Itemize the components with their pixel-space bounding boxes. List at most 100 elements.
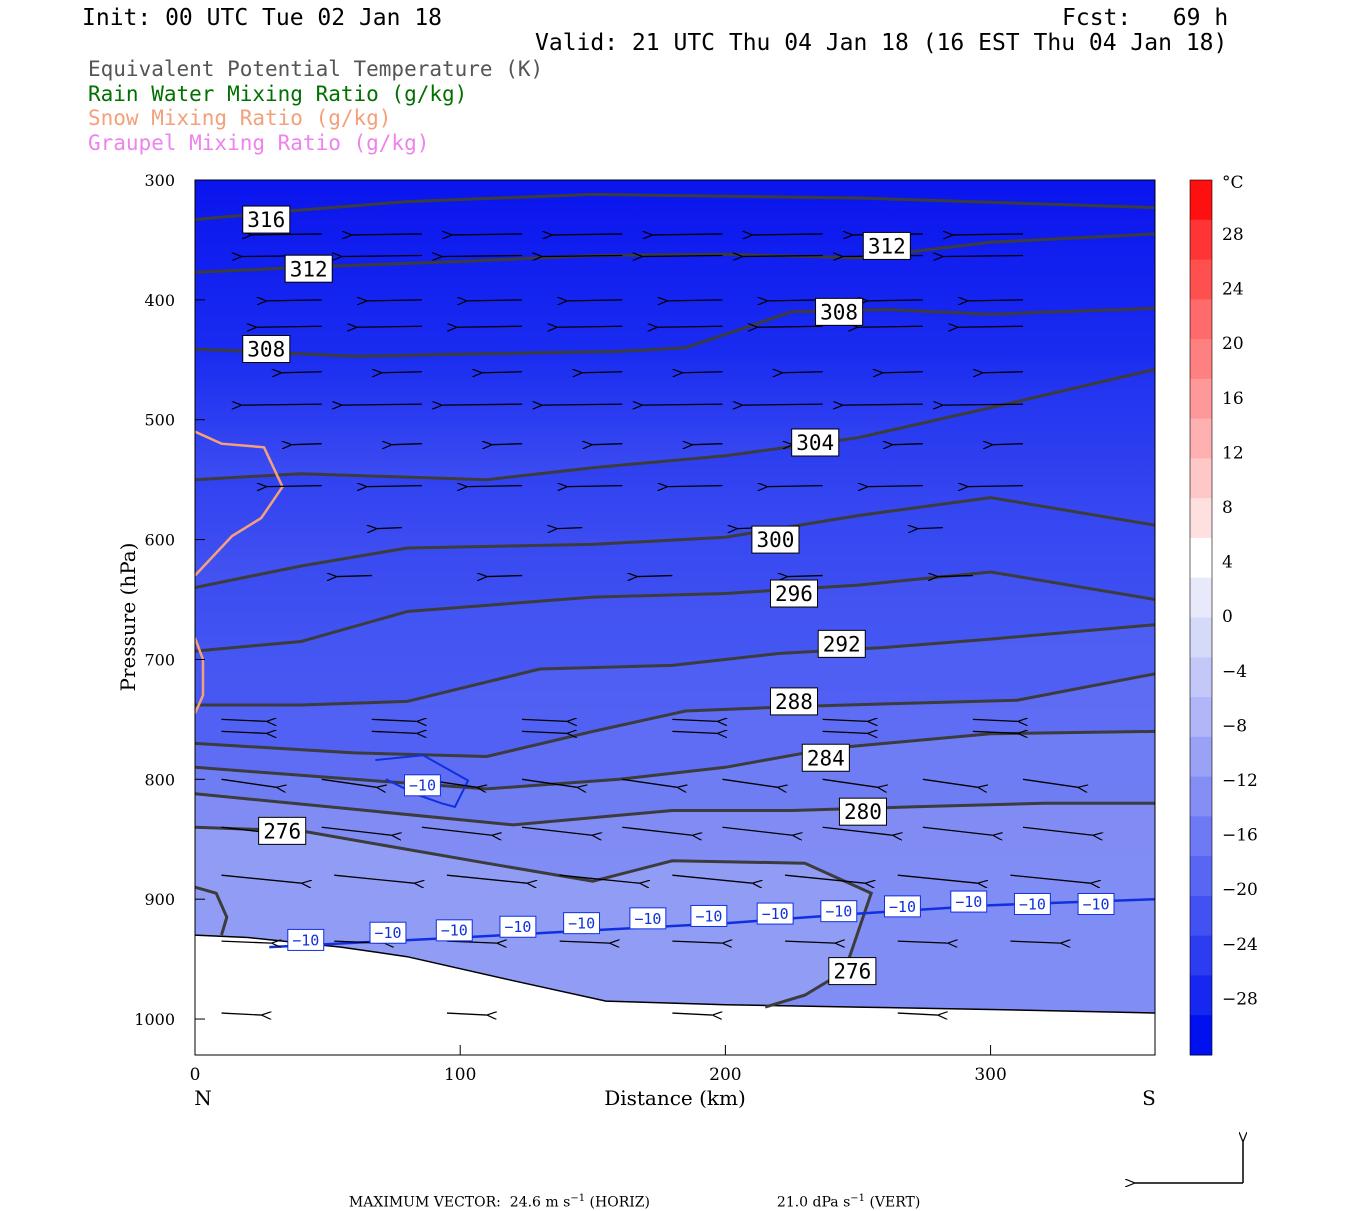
- contour-label-296: 296: [769, 579, 819, 608]
- wind-vector: [788, 576, 823, 577]
- contour-label-312: 312: [862, 231, 911, 260]
- init-time: Init: 00 UTC Tue 02 Jan 18: [82, 5, 443, 31]
- x-tick-label: 100: [444, 1065, 476, 1085]
- wind-vector: [868, 486, 923, 487]
- wind-vector: [334, 874, 414, 883]
- legend-rain: Rain Water Mixing Ratio (g/kg): [88, 82, 468, 106]
- wind-vector: [897, 874, 978, 883]
- wind-vector: [467, 486, 523, 487]
- wind-vector: [557, 326, 623, 327]
- svg-text:−10: −10: [441, 922, 468, 940]
- wind-vector: [958, 326, 1024, 327]
- wind-vector: [968, 300, 1024, 301]
- contour-label-300: 300: [751, 525, 800, 554]
- svg-text:276: 276: [833, 960, 871, 984]
- y-tick-label: 500: [144, 411, 175, 430]
- wind-vector: [972, 719, 1018, 721]
- y-tick-label: 600: [144, 531, 175, 550]
- wind-vector: [785, 941, 835, 943]
- contour-label-308: 308: [242, 335, 291, 364]
- theta-e-contour-296: [195, 570, 1155, 653]
- wind-vector: [446, 1013, 487, 1015]
- wind-vector: [392, 444, 422, 445]
- wind-vector: [221, 778, 277, 787]
- temp-label: −10: [1013, 892, 1051, 915]
- wind-vector: [467, 300, 523, 301]
- colorbar-swatch: [1190, 935, 1212, 976]
- wind-vector: [257, 326, 322, 327]
- wind-vector: [637, 576, 673, 577]
- shaded-band: [195, 673, 1155, 1055]
- wind-vector: [592, 444, 623, 445]
- wind-vector: [943, 256, 1024, 257]
- colorbar-label: 20: [1222, 334, 1244, 354]
- wind-vector: [922, 778, 978, 787]
- wind-vector: [672, 941, 722, 943]
- wind-vector: [784, 874, 865, 883]
- wind-vector: [943, 404, 1024, 405]
- wind-vector: [221, 874, 302, 883]
- wind-vector: [321, 778, 377, 787]
- wind-vector: [552, 234, 623, 235]
- wind-vector: [559, 941, 610, 943]
- colorbar-label: −28: [1222, 989, 1258, 1009]
- wind-vector: [582, 372, 623, 373]
- wind-vector: [446, 874, 527, 883]
- wind-vector: [567, 300, 623, 301]
- theta-e-contour-288: [195, 672, 1155, 759]
- y-axis-label: Pressure (hPa): [116, 543, 140, 692]
- forecast-hour: Fcst: 69 h: [1062, 5, 1229, 31]
- wind-vector: [858, 326, 923, 327]
- temp-label: −10: [690, 904, 728, 927]
- wind-vector: [672, 1013, 712, 1015]
- wind-vector: [452, 234, 523, 235]
- temp-label: −10: [756, 902, 794, 925]
- colorbar-label: −24: [1222, 935, 1258, 955]
- wind-vector: [953, 234, 1024, 235]
- wind-vector: [1010, 874, 1090, 883]
- wind-vector: [642, 256, 723, 257]
- max-vector-horiz: 24.6 m s: [509, 1194, 571, 1211]
- svg-text:−10: −10: [762, 905, 789, 923]
- colorbar-swatch: [1190, 856, 1212, 897]
- svg-text:−10: −10: [374, 924, 401, 942]
- temp-label: −10: [884, 895, 921, 918]
- y-tick-label: 300: [144, 171, 175, 190]
- contour-label-292: 292: [817, 629, 866, 658]
- wind-vector: [768, 300, 823, 301]
- svg-text:284: 284: [807, 746, 845, 770]
- wind-vector: [1022, 778, 1078, 787]
- colorbar-swatch: [1190, 657, 1212, 698]
- wind-vector: [938, 576, 973, 577]
- wind-vector: [672, 731, 717, 733]
- svg-text:−10: −10: [568, 915, 595, 933]
- contour-label-312: 312: [284, 254, 333, 283]
- wind-vector: [352, 234, 422, 235]
- contour-label-280: 280: [838, 797, 887, 826]
- contour-label-308: 308: [815, 297, 864, 326]
- wind-vector: [843, 404, 923, 405]
- wind-vector: [822, 731, 868, 733]
- wind-vector: [722, 826, 792, 835]
- wind-vector: [783, 372, 823, 373]
- wind-vector: [758, 326, 823, 327]
- wind-vector: [522, 731, 567, 733]
- colorbar-label: −20: [1222, 880, 1258, 900]
- wind-vector: [993, 444, 1024, 445]
- colorbar-frame: [1189, 179, 1213, 1056]
- colorbar-swatch: [1190, 895, 1212, 937]
- colorbar-label: −8: [1222, 716, 1247, 736]
- wind-vector: [652, 234, 723, 235]
- colorbar-swatch: [1190, 1015, 1212, 1056]
- contour-label-316: 316: [242, 205, 291, 234]
- wind-vector: [282, 372, 322, 373]
- colorbar-swatch: [1190, 259, 1212, 300]
- wind-vector: [421, 826, 492, 835]
- wind-vector: [672, 719, 717, 721]
- legend-graupel: Graupel Mixing Ratio (g/kg): [88, 131, 430, 155]
- wind-vector: [567, 486, 623, 487]
- wind-vector: [883, 372, 923, 373]
- colorbar-label: 24: [1222, 280, 1244, 300]
- colorbar-swatch: [1190, 975, 1212, 1016]
- valid-time: Valid: 21 UTC Thu 04 Jan 18 (16 EST Thu …: [535, 30, 1228, 56]
